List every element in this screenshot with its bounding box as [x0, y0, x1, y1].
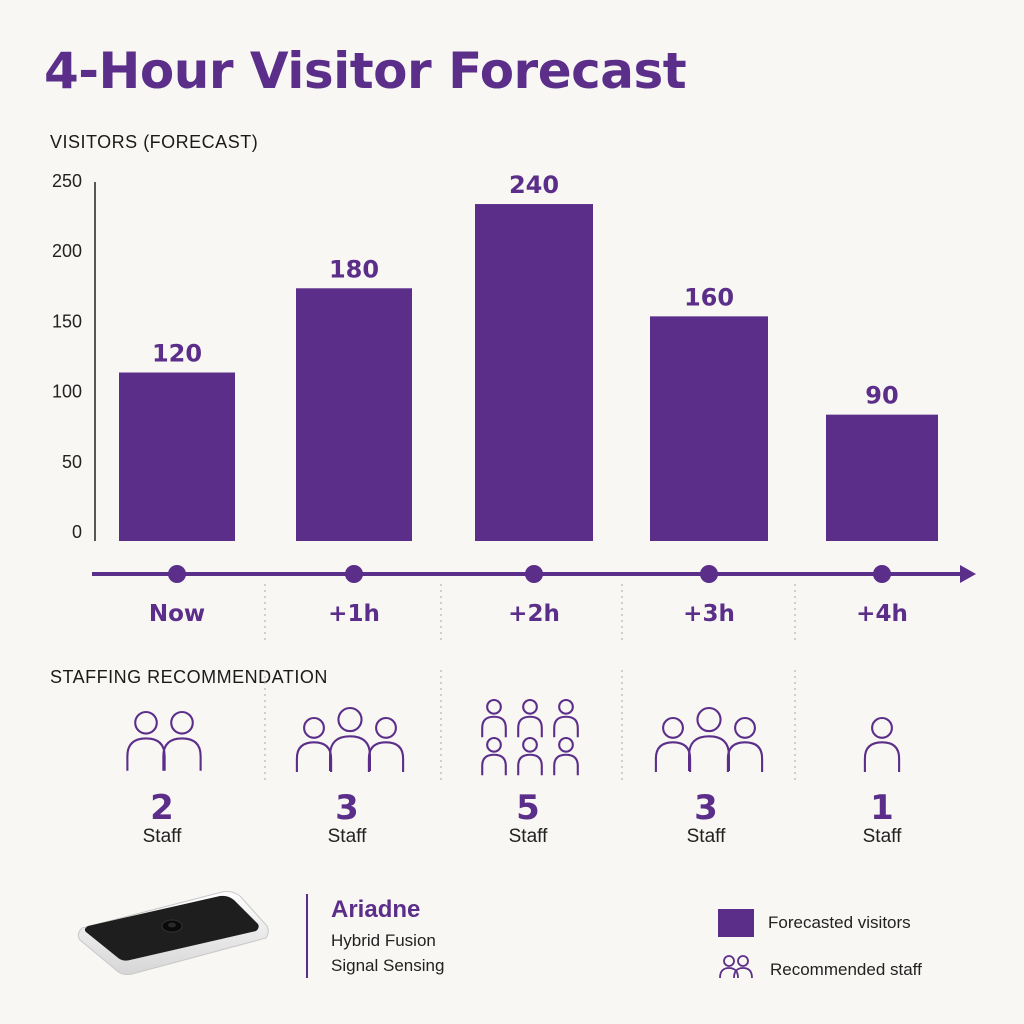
- timeline-dot: [345, 565, 363, 583]
- staff-unit-label: Staff: [508, 826, 548, 847]
- bar: [650, 316, 768, 541]
- person-icon: [295, 716, 333, 772]
- staff-count: 5: [516, 788, 540, 828]
- sensor-device-icon: [77, 891, 269, 975]
- staff-count: 1: [870, 788, 894, 828]
- staffing-column: 1 Staff: [802, 790, 962, 848]
- timeline-dot: [700, 565, 718, 583]
- staff-unit-label: Staff: [327, 826, 367, 847]
- staffing-label: STAFFING RECOMMENDATION: [50, 667, 328, 687]
- y-tick-label: 200: [52, 241, 82, 261]
- legend-swatch-visitors: [718, 909, 754, 937]
- person-icon: [367, 716, 405, 772]
- person-icon: [553, 736, 579, 776]
- bar-value-label: 240: [509, 171, 559, 199]
- person-icon: [481, 698, 507, 738]
- x-tick-label: +4h: [856, 601, 908, 627]
- page-title: 4-Hour Visitor Forecast: [44, 42, 687, 100]
- person-icon: [481, 736, 507, 776]
- y-tick-label: 0: [72, 522, 82, 542]
- chart-label: VISITORS (FORECAST): [50, 132, 259, 152]
- bar-value-label: 160: [684, 283, 734, 311]
- staff-count: 2: [150, 788, 174, 828]
- brand-divider: [306, 894, 308, 978]
- timeline-dot: [873, 565, 891, 583]
- timeline-dot: [525, 565, 543, 583]
- x-tick-label: +1h: [328, 601, 380, 627]
- people-icon: [719, 955, 753, 979]
- staffing-column: 3 Staff: [626, 790, 786, 848]
- person-icon: [162, 710, 202, 771]
- staff-count: 3: [694, 788, 718, 828]
- person-icon: [726, 716, 764, 772]
- staffing-column: 5 Staff: [448, 790, 608, 848]
- bar: [119, 372, 235, 541]
- y-tick-label: 150: [52, 311, 82, 331]
- bar-value-label: 90: [865, 382, 898, 410]
- bar: [296, 288, 412, 541]
- brand-tagline-1: Hybrid Fusion: [331, 931, 436, 950]
- timeline-arrow-icon: [960, 565, 976, 583]
- staff-unit-label: Staff: [862, 826, 902, 847]
- x-tick-label: +3h: [683, 601, 735, 627]
- staffing-column: 2 Staff: [82, 790, 242, 848]
- legend-label-visitors: Forecasted visitors: [768, 913, 911, 932]
- staff-unit-label: Staff: [686, 826, 726, 847]
- visitor-forecast-chart: 0 50 100 150 200 250 120 180 240 160 90 Now +1h +2h +3…: [52, 171, 976, 640]
- bar-value-label: 120: [152, 340, 202, 368]
- person-icon: [517, 698, 543, 738]
- brand-tagline-2: Signal Sensing: [331, 956, 445, 975]
- y-tick-label: 50: [62, 452, 82, 472]
- brand-name: Ariadne: [331, 896, 421, 923]
- legend-label-staff: Recommended staff: [770, 960, 922, 979]
- person-icon: [553, 698, 579, 738]
- x-tick-label: Now: [149, 601, 205, 627]
- bar-value-label: 180: [329, 255, 379, 283]
- timeline-dot: [168, 565, 186, 583]
- person-icon: [517, 736, 543, 776]
- person-icon: [654, 716, 692, 772]
- bar: [475, 204, 593, 542]
- y-tick-label: 250: [52, 171, 82, 191]
- person-icon: [126, 710, 166, 771]
- staffing-icons: [126, 670, 901, 780]
- bar: [826, 414, 938, 541]
- person-icon: [688, 706, 730, 771]
- staff-unit-label: Staff: [142, 826, 182, 847]
- x-tick-label: +2h: [508, 601, 560, 627]
- person-icon: [329, 706, 371, 771]
- staffing-column: 3 Staff: [267, 790, 427, 848]
- y-tick-label: 100: [52, 382, 82, 402]
- staff-count: 3: [335, 788, 359, 828]
- person-icon: [863, 716, 901, 772]
